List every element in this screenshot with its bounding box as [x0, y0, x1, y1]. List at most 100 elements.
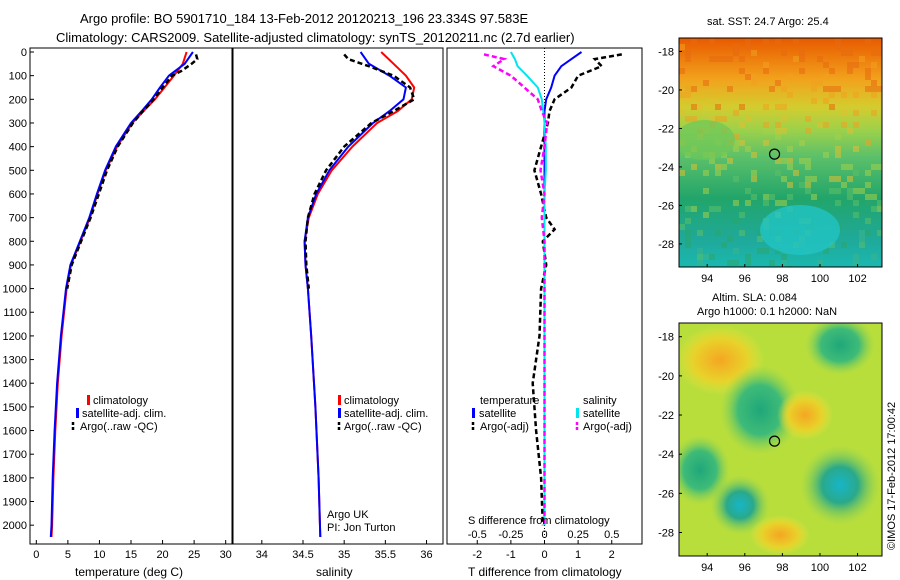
y-tick-label: -18: [658, 46, 674, 58]
sst-pixel: [835, 86, 841, 92]
sst-pixel: [865, 194, 871, 200]
sst-pixel: [853, 92, 859, 98]
sst-pixel: [733, 134, 739, 140]
sst-pixel: [793, 56, 799, 62]
sla-map-field: [679, 323, 882, 556]
t-difference-x-ticks: -2 -1 0 1 2: [472, 540, 615, 561]
sst-pixel: [865, 182, 871, 188]
temperature-panel: 0100200300400500600700800900100011001200…: [3, 47, 233, 579]
sst-pixel: [775, 248, 781, 254]
sst-pixel: [685, 50, 691, 56]
series-line: [483, 53, 549, 526]
y-tick-label: 800: [9, 236, 27, 248]
y-tick-label: 1900: [3, 497, 27, 509]
s-difference-x-ticks: -0.5 -0.25 0 0.25 0.5: [468, 529, 620, 541]
sst-pixel: [685, 218, 691, 224]
sst-pixel: [841, 92, 847, 98]
s-diff-tick-label: 0.5: [604, 529, 619, 541]
sst-pixel: [763, 128, 769, 134]
sst-pixel: [781, 254, 787, 260]
sst-pixel: [697, 230, 703, 236]
header-line1: Argo profile: BO 5901710_184 13-Feb-2012…: [80, 11, 528, 26]
sst-pixel: [751, 176, 757, 182]
sla-low-patch: [720, 365, 800, 455]
sst-pixel: [799, 140, 805, 146]
sst-pixel: [871, 50, 877, 56]
sst-pixel: [739, 56, 745, 62]
sst-pixel: [847, 128, 853, 134]
sst-pixel: [877, 164, 882, 170]
sst-pixel: [865, 200, 871, 206]
sst-pixel: [823, 86, 829, 92]
sst-pixel: [751, 50, 757, 56]
sst-pixel: [859, 188, 865, 194]
sst-pixel: [733, 260, 739, 266]
x-tick-label: 35: [338, 549, 350, 561]
x-tick-label: 96: [739, 562, 751, 574]
sst-pixel: [733, 248, 739, 254]
t-difference-x-label: T difference from climatology: [468, 565, 622, 579]
sst-pixel: [685, 206, 691, 212]
sst-pixel: [679, 224, 685, 230]
sst-pixel: [829, 86, 835, 92]
y-tick-label: -22: [658, 410, 674, 422]
difference-series: [483, 51, 623, 526]
x-tick-label: 98: [776, 562, 788, 574]
sst-pixel: [763, 62, 769, 68]
sst-pixel: [703, 254, 709, 260]
sst-pixel: [715, 170, 721, 176]
legend-swatch-satellite: [576, 408, 579, 418]
y-tick-label: 1500: [3, 402, 27, 414]
y-tick-label: 2000: [3, 520, 27, 532]
sst-pixel: [691, 86, 697, 92]
sst-pixel: [679, 44, 685, 50]
difference-legend-salinity: salinity satellite Argo(-adj): [575, 395, 632, 433]
sst-pixel: [709, 56, 715, 62]
sst-pixel: [679, 170, 685, 176]
sst-pixel: [859, 56, 865, 62]
sla-map-ticks: 94 96 98 100 102 -18 -20 -22 -24 -26 -28: [658, 332, 867, 574]
x-tick-label: 102: [848, 273, 866, 285]
sst-pixel: [859, 230, 865, 236]
sst-pixel: [823, 74, 829, 80]
sst-pixel: [763, 122, 769, 128]
legend-label: Argo(..raw -QC): [80, 421, 158, 433]
argo-uk-annotation: Argo UK: [327, 509, 369, 521]
sst-pixel: [727, 236, 733, 242]
sst-pixel: [769, 128, 775, 134]
sst-pixel: [823, 152, 829, 158]
x-tick-label: 5: [65, 549, 71, 561]
sst-pixel: [847, 188, 853, 194]
sst-pixel: [817, 260, 823, 266]
sst-pixel: [751, 74, 757, 80]
sst-pixel: [853, 110, 859, 116]
sst-pixel: [727, 56, 733, 62]
sst-pixel: [841, 122, 847, 128]
sst-pixel: [733, 200, 739, 206]
sst-pixel: [805, 158, 811, 164]
sst-pixel: [721, 164, 727, 170]
sst-pixel: [811, 194, 817, 200]
sst-pixel: [799, 158, 805, 164]
x-tick-label: 2: [609, 549, 615, 561]
x-tick-label: 98: [776, 273, 788, 285]
sst-pixel: [871, 92, 877, 98]
sst-pixel: [841, 182, 847, 188]
y-tick-label: 0: [21, 47, 27, 59]
sst-pixel: [871, 110, 877, 116]
legend-swatch-climatology: [338, 395, 341, 405]
sst-pixel: [769, 86, 775, 92]
x-tick-label: 0: [33, 549, 39, 561]
sst-pixel: [745, 38, 751, 44]
sla-high-patch: [750, 515, 810, 555]
legend-swatch-climatology: [87, 395, 90, 405]
sst-pixel: [823, 98, 829, 104]
sst-pixel: [871, 86, 877, 92]
sst-pixel: [847, 50, 853, 56]
sst-pixel: [739, 122, 745, 128]
legend-label: satellite-adj. clim.: [82, 408, 166, 420]
x-tick-label: -2: [472, 549, 482, 561]
sst-pixel: [793, 170, 799, 176]
sst-pixel: [733, 218, 739, 224]
